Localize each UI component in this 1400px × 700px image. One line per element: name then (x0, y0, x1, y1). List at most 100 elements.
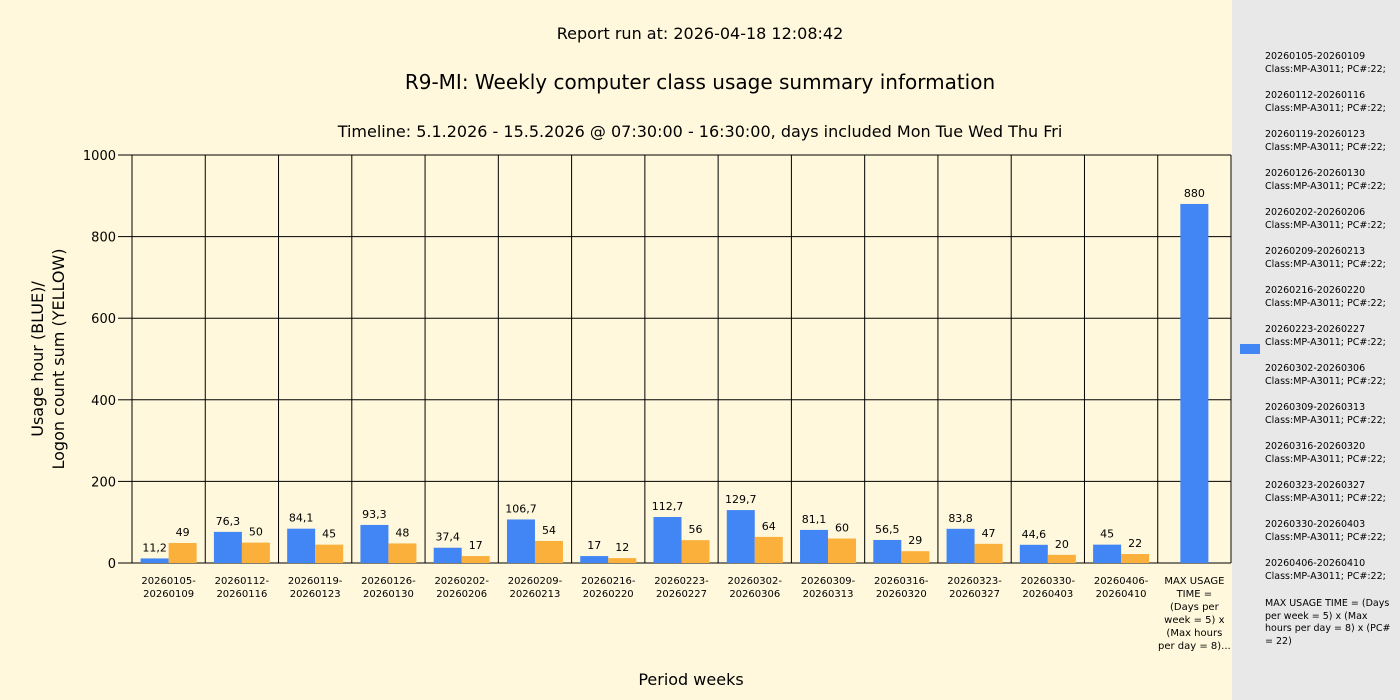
data-label-logon: 45 (322, 528, 336, 541)
legend-entry: 20260406-20260410 Class:MP-A3011; PC#:22; (1265, 558, 1386, 583)
bar-logon (828, 538, 857, 563)
bar-logon (901, 551, 930, 563)
legend-entry: 20260330-20260403 Class:MP-A3011; PC#:22; (1265, 519, 1386, 544)
data-label-logon: 64 (762, 520, 776, 533)
bar-usage (1093, 544, 1122, 563)
x-tick-label: 20260119- (288, 576, 343, 587)
bar-usage (360, 524, 389, 563)
bar-logon (315, 544, 344, 563)
data-label-usage: 44,6 (1022, 528, 1047, 541)
data-label-logon: 60 (835, 522, 849, 535)
bar-usage (873, 539, 902, 563)
legend-entry-period: 20260105-20260109 (1265, 51, 1366, 62)
x-tick-label: 20260109 (143, 589, 194, 600)
bar-logon (168, 543, 197, 563)
legend-panel (1232, 0, 1400, 700)
bar-logon (461, 556, 490, 563)
report-run-timestamp: Report run at: 2026-04-18 12:08:42 (556, 24, 844, 43)
data-label-usage: 11,2 (142, 541, 167, 554)
legend-entry-detail: Class:MP-A3011; PC#:22; (1265, 531, 1386, 543)
data-label-logon: 47 (982, 527, 996, 540)
legend-entry-detail: Class:MP-A3011; PC#:22; (1265, 336, 1386, 348)
legend-entry-detail: Class:MP-A3011; PC#:22; (1265, 414, 1386, 426)
x-tick-label: 20260306 (729, 589, 780, 600)
x-tick-label: per day = 8)... (1158, 641, 1231, 652)
x-tick-label: 20260126- (361, 576, 416, 587)
legend-entry-detail: Class:MP-A3011; PC#:22; (1265, 141, 1386, 153)
legend-entry: 20260209-20260213 Class:MP-A3011; PC#:22; (1265, 246, 1386, 271)
legend-max-usage-text: MAX USAGE TIME = (Days per week = 5) x (… (1265, 598, 1391, 647)
bar-usage (1180, 203, 1209, 563)
x-tick-label: 20260112- (215, 576, 270, 587)
x-tick-label: 20260309- (801, 576, 856, 587)
x-tick-label: 20260313 (803, 589, 854, 600)
legend-entry: 20260112-20260116 Class:MP-A3011; PC#:22; (1265, 90, 1386, 115)
data-label-logon: 22 (1128, 537, 1142, 550)
legend-entry: 20260223-20260227 Class:MP-A3011; PC#:22; (1265, 324, 1386, 349)
data-label-usage: 81,1 (802, 513, 827, 526)
bar-logon (241, 542, 270, 563)
x-tick-label: 20260403 (1022, 589, 1073, 600)
x-tick-label: 20260130 (363, 589, 414, 600)
y-tick-label: 400 (91, 394, 116, 409)
data-label-usage: 880 (1184, 187, 1205, 200)
legend-entry-period: 20260119-20260123 (1265, 129, 1366, 140)
bar-usage (287, 528, 316, 563)
x-tick-label: 20260406- (1094, 576, 1149, 587)
data-label-logon: 29 (908, 534, 922, 547)
x-axis-label: Period weeks (638, 670, 744, 689)
data-label-usage: 17 (587, 539, 601, 552)
bar-usage (726, 510, 755, 563)
legend-entry: 20260202-20260206 Class:MP-A3011; PC#:22; (1265, 207, 1386, 232)
bar-usage (140, 558, 169, 563)
x-tick-label: 20260410 (1096, 589, 1147, 600)
data-label-usage: 93,3 (362, 508, 387, 521)
legend-entry: 20260126-20260130 Class:MP-A3011; PC#:22; (1265, 168, 1386, 193)
bar-usage (213, 531, 242, 563)
chart-subtitle: Timeline: 5.1.2026 - 15.5.2026 @ 07:30:0… (337, 122, 1063, 141)
bar-logon (608, 558, 637, 563)
y-tick-label: 1000 (83, 149, 116, 164)
x-tick-label: 20260227 (656, 589, 707, 600)
legend-entry-period: 20260406-20260410 (1265, 558, 1366, 569)
bar-logon (534, 540, 563, 563)
data-label-usage: 37,4 (435, 531, 460, 544)
bar-usage (580, 556, 609, 563)
legend-entry-detail: Class:MP-A3011; PC#:22; (1265, 570, 1386, 582)
data-label-logon: 56 (689, 523, 703, 536)
x-tick-label: 20260320 (876, 589, 927, 600)
legend-entry-period: 20260302-20260306 (1265, 363, 1366, 374)
bar-usage (946, 528, 975, 563)
legend-entry-detail: Class:MP-A3011; PC#:22; (1265, 453, 1386, 465)
legend-entry-period: 20260126-20260130 (1265, 168, 1366, 179)
data-label-usage: 83,8 (948, 512, 973, 525)
legend-entry-period: 20260316-20260320 (1265, 441, 1366, 452)
x-tick-label: 20260209- (508, 576, 563, 587)
legend-entry-period: 20260209-20260213 (1265, 246, 1366, 257)
y-tick-label: 0 (108, 557, 116, 572)
bar-logon (1047, 554, 1076, 563)
data-label-usage: 45 (1100, 528, 1114, 541)
bar-usage (1019, 544, 1048, 563)
legend-entry-detail: Class:MP-A3011; PC#:22; (1265, 375, 1386, 387)
bar-usage (800, 529, 829, 563)
bar-logon (388, 543, 417, 563)
x-tick-label: 20260323- (947, 576, 1002, 587)
legend-entry: 20260316-20260320 Class:MP-A3011; PC#:22; (1265, 441, 1386, 466)
legend-entry-period: 20260216-20260220 (1265, 285, 1366, 296)
x-tick-label: 20260220 (583, 589, 634, 600)
x-tick-label: 20260116 (216, 589, 267, 600)
x-tick-label: TIME = (1176, 589, 1213, 600)
data-label-logon: 50 (249, 526, 263, 539)
legend-entry-detail: Class:MP-A3011; PC#:22; (1265, 297, 1386, 309)
bar-usage (433, 547, 462, 563)
legend-entry-period: 20260202-20260206 (1265, 207, 1366, 218)
data-label-logon: 12 (615, 541, 629, 554)
y-tick-label: 600 (91, 312, 116, 327)
chart-title: R9-MI: Weekly computer class usage summa… (404, 70, 996, 94)
data-label-usage: 76,3 (216, 515, 241, 528)
y-tick-label: 800 (91, 231, 116, 246)
legend-entry-period: 20260309-20260313 (1265, 402, 1366, 413)
legend-entry: 20260105-20260109 Class:MP-A3011; PC#:22; (1265, 51, 1386, 76)
legend-entry-detail: Class:MP-A3011; PC#:22; (1265, 180, 1386, 192)
